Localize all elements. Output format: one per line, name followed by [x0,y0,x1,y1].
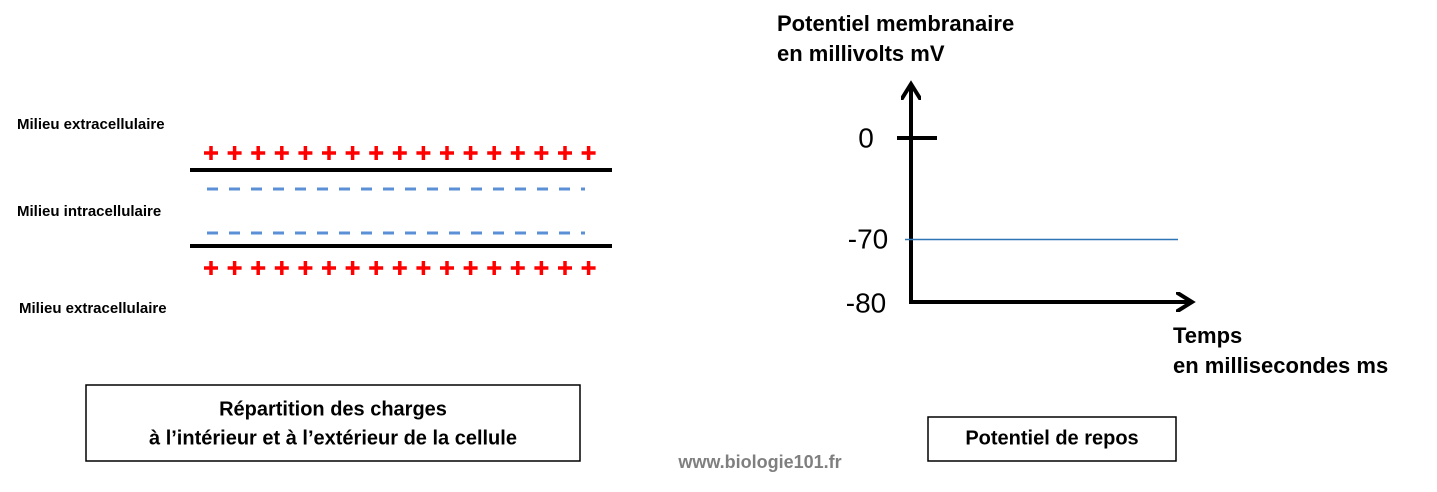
caption: Potentiel de repos [965,427,1138,449]
plus-sign [510,146,525,160]
y-label: -70 [848,223,888,254]
plus-sign [227,261,242,275]
plus-sign [369,146,384,160]
positive-charges [204,146,596,275]
caption-box [927,416,1177,462]
plus-sign [581,261,596,275]
plus-sign [251,146,266,160]
y-axis-title: Potentiel membranaire [777,11,1014,36]
plus-sign [369,261,384,275]
plus-sign [251,261,266,275]
plus-sign [487,146,502,160]
plus-sign [463,146,478,160]
plus-sign [463,261,478,275]
plus-sign [416,146,431,160]
plus-sign [274,146,289,160]
plus-sign [204,261,218,275]
plus-sign [298,261,313,275]
plus-sign [487,261,502,275]
plus-sign [227,146,242,160]
plus-sign [558,261,572,275]
plus-sign [392,146,407,160]
watermark: www.biologie101.fr [677,452,841,472]
plus-sign [416,261,431,275]
plus-sign [581,146,596,160]
plus-sign [322,261,336,275]
plus-sign [204,146,218,160]
x-axis-title: Temps [1173,323,1242,348]
plus-sign [510,261,525,275]
plus-sign [322,146,336,160]
caption-box [85,384,581,462]
plus-sign [534,261,549,275]
label: Milieu extracellulaire [19,300,167,317]
plus-sign [534,146,549,160]
membrane-diagram: Milieu extracellulaire Milieu intracellu… [17,116,612,462]
y-label: -80 [846,287,886,318]
plus-sign [558,146,572,160]
caption: Répartition des charges [219,398,447,420]
plus-sign [345,261,360,275]
plus-sign [440,261,454,275]
y-label: 0 [858,122,874,153]
label: Milieu intracellulaire [17,203,161,220]
y-axis-title: en millivolts mV [777,41,945,66]
plus-sign [392,261,407,275]
graph: Potentiel membranaire en millivolts mV 0… [777,11,1388,462]
plus-sign [298,146,313,160]
plus-sign [440,146,454,160]
plus-sign [274,261,289,275]
plus-sign [345,146,360,160]
x-axis-title: en millisecondes ms [1173,353,1388,378]
caption: à l’intérieur et à l’extérieur de la cel… [149,427,517,449]
label: Milieu extracellulaire [17,116,165,133]
